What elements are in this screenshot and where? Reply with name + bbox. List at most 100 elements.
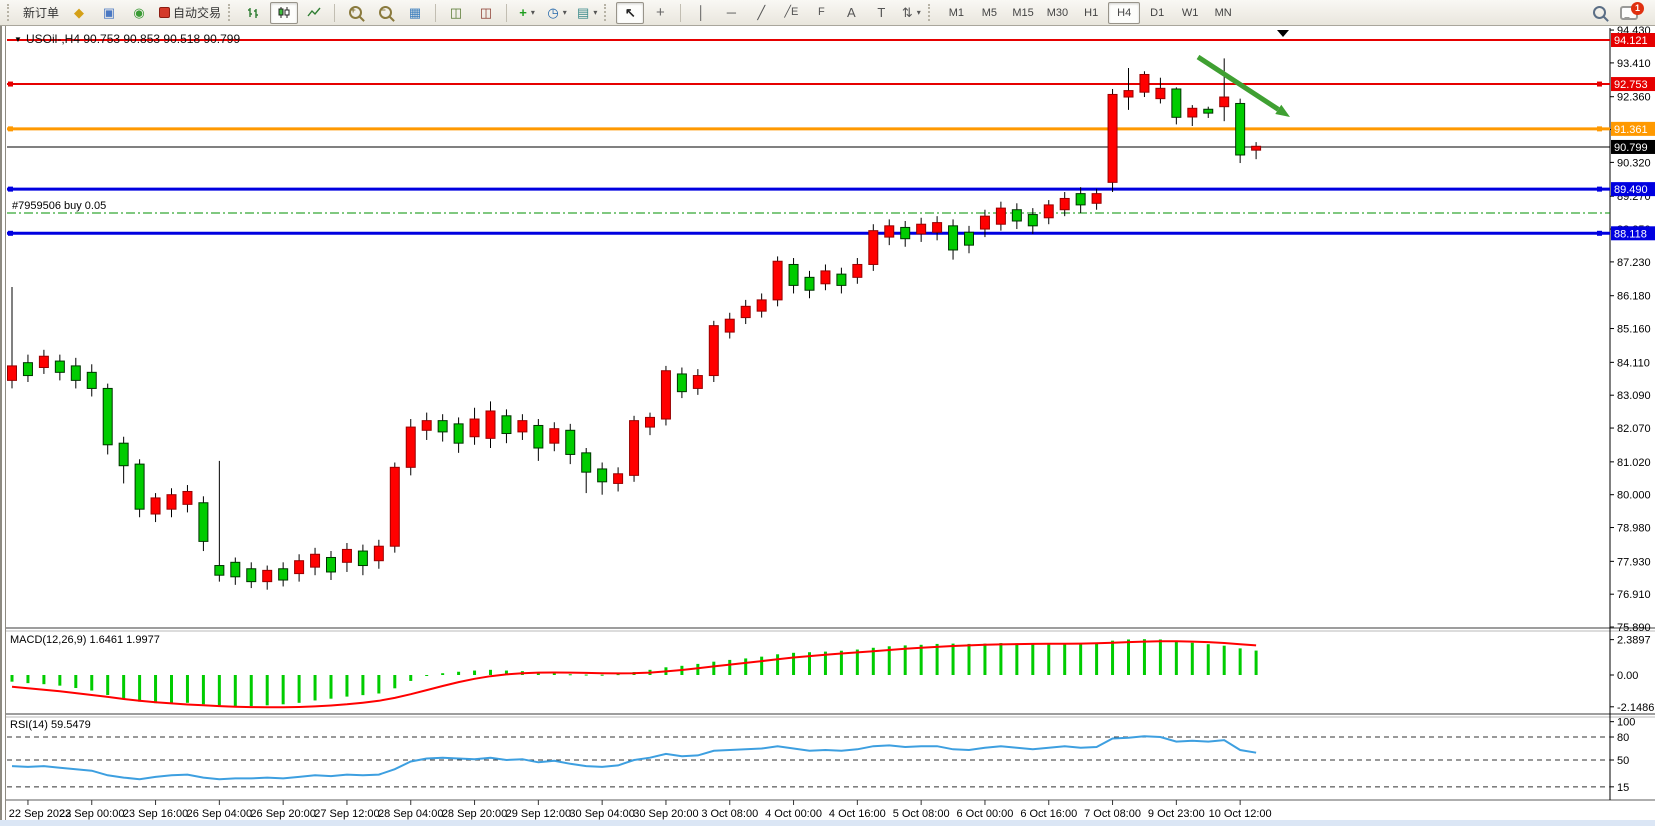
line-handle[interactable] xyxy=(8,126,13,132)
horizontal-line-tool-button[interactable]: ─ xyxy=(717,2,745,24)
candle-up xyxy=(1219,96,1230,108)
trend-arrow[interactable] xyxy=(1196,54,1290,117)
candle-down xyxy=(437,420,448,433)
tab-timeframe-H4[interactable]: H4 xyxy=(1108,1,1141,24)
macd-histogram-bar xyxy=(536,672,540,675)
macd-indicator: 2.3897 0.00 -2.1486 MACD(12,26,9) 1.6461 1.… xyxy=(10,634,1654,714)
candle-down xyxy=(230,561,241,578)
tile-windows-button[interactable]: ▦ xyxy=(401,2,429,24)
line-handle[interactable] xyxy=(1597,186,1602,192)
macd-label: MACD(12,26,9) 1.6461 1.9977 xyxy=(10,634,160,646)
new-order-button[interactable]: 新订单 xyxy=(19,2,63,24)
rsi-axis-label: 100 xyxy=(1617,717,1635,729)
macd-histogram-bar xyxy=(265,675,269,706)
template-button[interactable]: ▤ ▾ xyxy=(573,2,601,24)
horizontal-line-88.118[interactable] xyxy=(7,230,1610,236)
line-handle[interactable] xyxy=(8,81,13,87)
price-badge xyxy=(1611,77,1655,92)
arrows-tool-button[interactable]: ⇅ ▾ xyxy=(897,2,925,24)
tab-timeframe-M15[interactable]: M15 xyxy=(1012,6,1034,19)
chart-canvas[interactable]: 94.43093.41092.36091.34090.32089.27088.2… xyxy=(0,25,1655,826)
toolbar-grip[interactable] xyxy=(228,4,235,21)
candle-up xyxy=(1155,87,1166,100)
horizontal-line-89.490[interactable] xyxy=(7,186,1610,192)
date-tick-label: 29 Sep 12:00 xyxy=(506,808,571,820)
auto-arrange-button[interactable]: ◫ xyxy=(442,2,470,24)
line-chart-button[interactable] xyxy=(300,2,328,24)
data-window-icon: ▣ xyxy=(102,5,116,20)
tab-timeframe-M5[interactable]: M5 xyxy=(981,6,997,19)
horizontal-line-88.750[interactable]: #7959506 buy 0.05 xyxy=(7,200,1610,214)
horizontal-line-91.361[interactable] xyxy=(7,126,1610,132)
label-tool-button[interactable]: T xyxy=(867,2,895,24)
line-handle[interactable] xyxy=(8,230,13,236)
tab-timeframe-W1[interactable]: W1 xyxy=(1181,6,1199,19)
timeframe-toolbar: M1 M5 M15 M30 H1 H4 D1 W1 MN xyxy=(940,1,1239,24)
zoom-in-icon: + xyxy=(348,5,362,19)
tab-timeframe-M30[interactable]: M30 xyxy=(1046,6,1069,19)
candle-up xyxy=(310,553,321,568)
chat-button[interactable]: 1 xyxy=(1615,1,1644,24)
candle-up xyxy=(1139,73,1150,93)
macd-histogram-bar xyxy=(90,675,94,691)
candle-down xyxy=(501,415,512,435)
period-button[interactable]: ◷ ▾ xyxy=(543,2,571,24)
line-handle[interactable] xyxy=(1597,230,1602,236)
date-tick-label: 5 Oct 08:00 xyxy=(893,808,950,820)
candle-up xyxy=(150,497,161,515)
chart-shift-button[interactable]: ◫ xyxy=(472,2,500,24)
market-watch-button[interactable]: ◆ xyxy=(65,2,93,24)
price-badge-text: 88.118 xyxy=(1614,228,1647,240)
toolbar-grip[interactable] xyxy=(604,4,611,21)
candle-up xyxy=(294,560,305,575)
search-button[interactable] xyxy=(1585,2,1613,24)
window-border-left-inner xyxy=(5,26,6,826)
macd-histogram-bar xyxy=(1190,642,1194,675)
tab-timeframe-H1[interactable]: H1 xyxy=(1084,6,1099,19)
tab-timeframe-M1[interactable]: M1 xyxy=(948,6,964,19)
date-tick-label: 6 Oct 16:00 xyxy=(1020,808,1077,820)
candle-up xyxy=(1107,93,1118,183)
macd-axis-label: 2.3897 xyxy=(1617,635,1651,647)
vertical-line-tool-button[interactable]: │ xyxy=(687,2,715,24)
macd-histogram-bar xyxy=(154,675,158,704)
date-tick-label: 30 Sep 20:00 xyxy=(633,808,698,820)
line-handle[interactable] xyxy=(1597,81,1602,87)
navigator-button[interactable]: ◉ xyxy=(125,2,153,24)
add-indicator-button[interactable]: + ▾ xyxy=(513,2,541,24)
line-handle[interactable] xyxy=(1597,126,1602,132)
price-axis: 94.43093.41092.36091.34090.32089.27088.2… xyxy=(1610,25,1651,634)
candle-up xyxy=(38,355,49,369)
fibonacci-icon: F xyxy=(817,6,825,18)
price-badge xyxy=(1611,182,1655,197)
trendline-tool-button[interactable]: ╱ xyxy=(747,2,775,24)
autotrading-button[interactable]: 自动交易 xyxy=(155,2,225,24)
candlestick-chart-icon xyxy=(278,7,290,18)
text-tool-button[interactable]: A xyxy=(837,2,865,24)
cursor-tool-button[interactable]: ↖ xyxy=(616,1,645,24)
toolbar-grip[interactable] xyxy=(7,4,14,21)
horizontal-line-92.753[interactable] xyxy=(7,81,1610,87)
label-icon: T xyxy=(877,5,886,20)
crosshair-tool-button[interactable]: + xyxy=(646,2,674,24)
macd-histogram-bar xyxy=(712,661,716,675)
cursor-icon: ↖ xyxy=(624,5,636,20)
price-tick-label: 86.180 xyxy=(1617,291,1651,303)
data-window-button[interactable]: ▣ xyxy=(95,2,123,24)
chevron-down-icon: ▾ xyxy=(530,8,535,17)
horizontal-scrollbar[interactable] xyxy=(0,820,1655,826)
chart-title: USOil-,H4 90.753 90.853 90.518 90.799 xyxy=(26,32,240,46)
tab-timeframe-MN[interactable]: MN xyxy=(1214,6,1232,19)
macd-histogram-bar xyxy=(792,652,796,675)
candlestick-chart-button[interactable] xyxy=(270,1,299,24)
tab-timeframe-D1[interactable]: D1 xyxy=(1150,6,1165,19)
toolbar-grip[interactable] xyxy=(928,4,935,21)
fibonacci-tool-button[interactable]: F xyxy=(807,2,835,24)
zoom-out-button[interactable]: − xyxy=(371,2,399,24)
bar-chart-button[interactable] xyxy=(240,2,268,24)
line-handle[interactable] xyxy=(8,186,13,192)
channel-tool-button[interactable]: ╱E xyxy=(777,2,805,24)
zoom-in-button[interactable]: + xyxy=(341,2,369,24)
